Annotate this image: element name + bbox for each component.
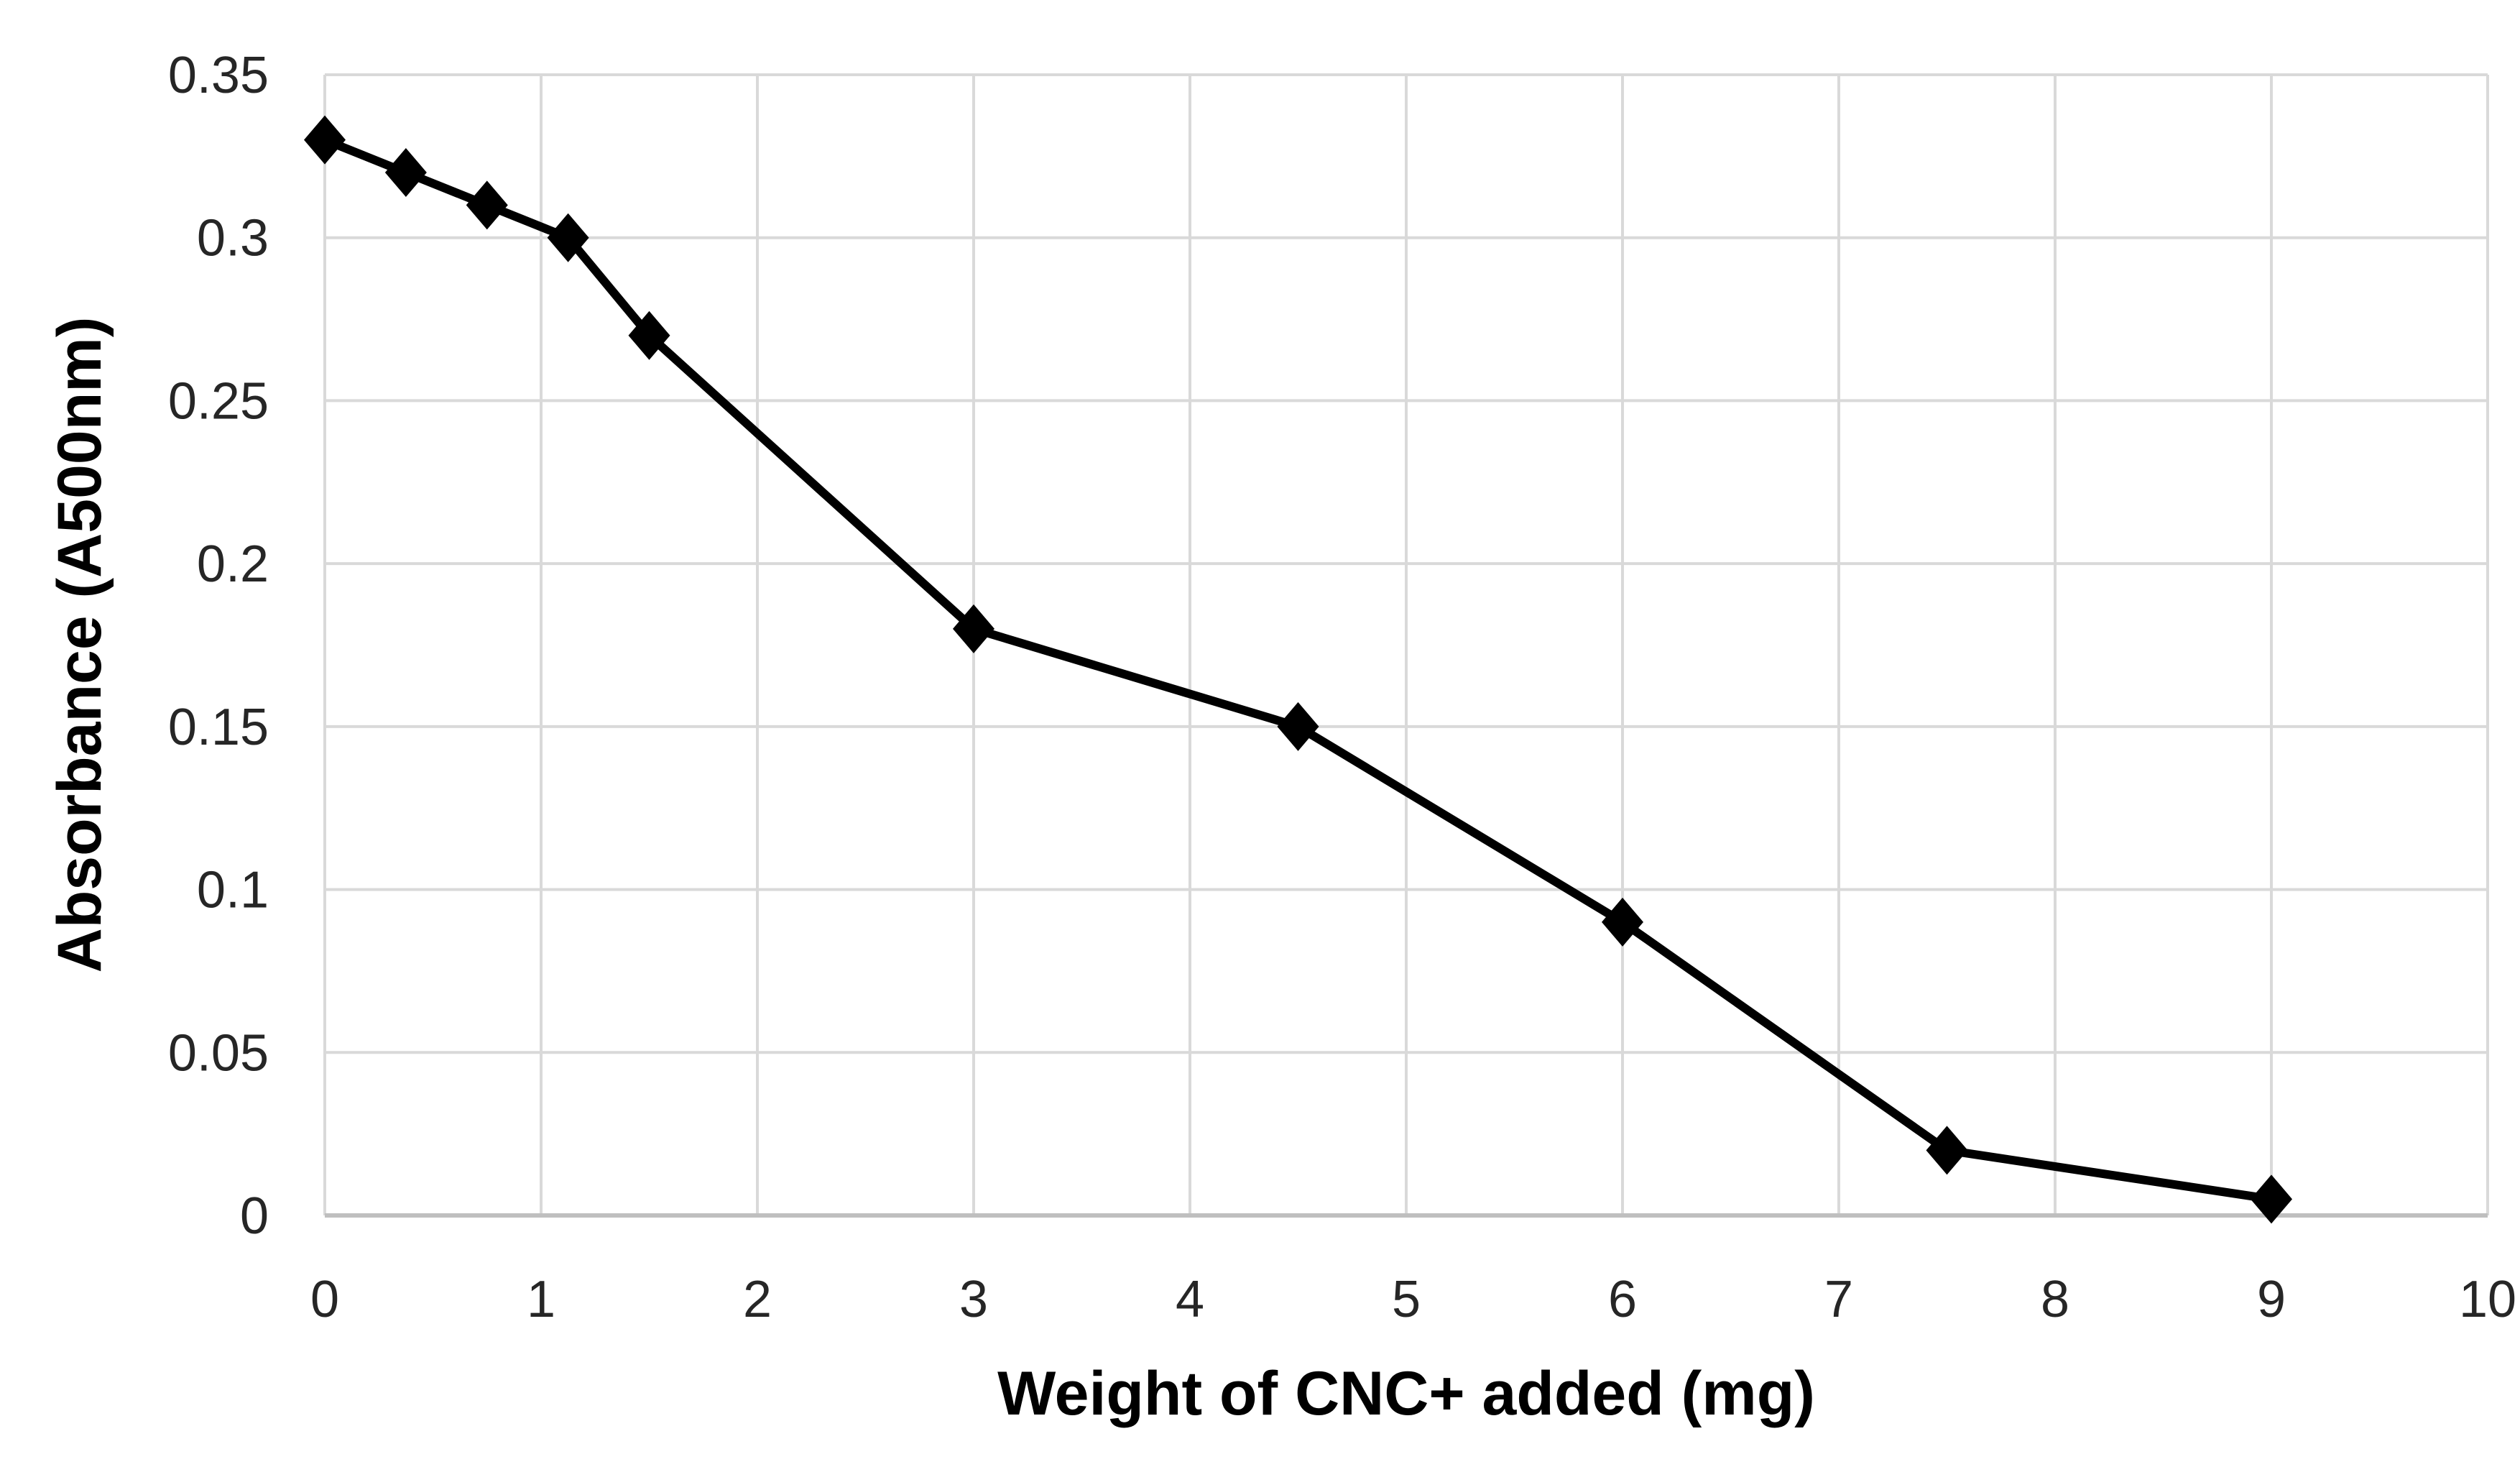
x-axis-tick-labels: 0 1 2 3 4 5 6 7 8 9 10 [310, 1271, 2516, 1328]
x-tick-label: 8 [2041, 1271, 2069, 1328]
data-point-marker [2251, 1174, 2292, 1224]
absorbance-line-chart: 0 1 2 3 4 5 6 7 8 9 10 0 0.05 0.1 0.15 0.2 0.25 0.3 0.35 … [29, 12, 2520, 1455]
y-tick-label: 0.15 [168, 699, 269, 756]
y-tick-label: 0.25 [168, 372, 269, 430]
data-point-marker [547, 213, 589, 262]
y-axis-title: Absorbance (A500nm) [45, 317, 114, 973]
x-axis-title: Weight of CNC+ added (mg) [997, 1359, 1815, 1428]
data-point-marker [304, 115, 346, 165]
y-tick-label: 0.2 [197, 535, 269, 593]
y-tick-label: 0.35 [168, 47, 269, 104]
gridlines [323, 73, 2489, 1218]
x-tick-label: 1 [527, 1271, 555, 1328]
x-tick-label: 5 [1392, 1271, 1421, 1328]
data-point-marker [953, 604, 994, 653]
y-tick-label: 0.3 [197, 210, 269, 267]
y-axis-tick-labels: 0 0.05 0.1 0.15 0.2 0.25 0.3 0.35 [168, 47, 269, 1245]
y-tick-label: 0 [240, 1187, 269, 1245]
chart-canvas: 0 1 2 3 4 5 6 7 8 9 10 00.050.10.150.20.250.30.35 … [45, 47, 2516, 1428]
x-tick-label: 0 [310, 1271, 339, 1328]
series-line [320, 135, 2276, 1204]
x-tick-label: 9 [2257, 1271, 2286, 1328]
series-group [304, 115, 2292, 1224]
data-point-marker [1602, 897, 1643, 947]
x-tick-label: 4 [1176, 1271, 1204, 1328]
x-tick-label: 2 [743, 1271, 772, 1328]
data-point-marker [384, 148, 427, 198]
data-point-marker [466, 180, 508, 230]
x-tick-label: 3 [959, 1271, 988, 1328]
data-point-marker [1277, 702, 1319, 751]
y-tick-label: 0.05 [168, 1024, 269, 1082]
x-tick-label: 10 [2459, 1271, 2516, 1328]
data-point-marker [1926, 1126, 1968, 1175]
x-tick-label: 6 [1608, 1271, 1637, 1328]
x-tick-label: 7 [1824, 1271, 1853, 1328]
y-tick-label: 0.1 [197, 862, 269, 919]
data-point-marker [628, 311, 670, 360]
